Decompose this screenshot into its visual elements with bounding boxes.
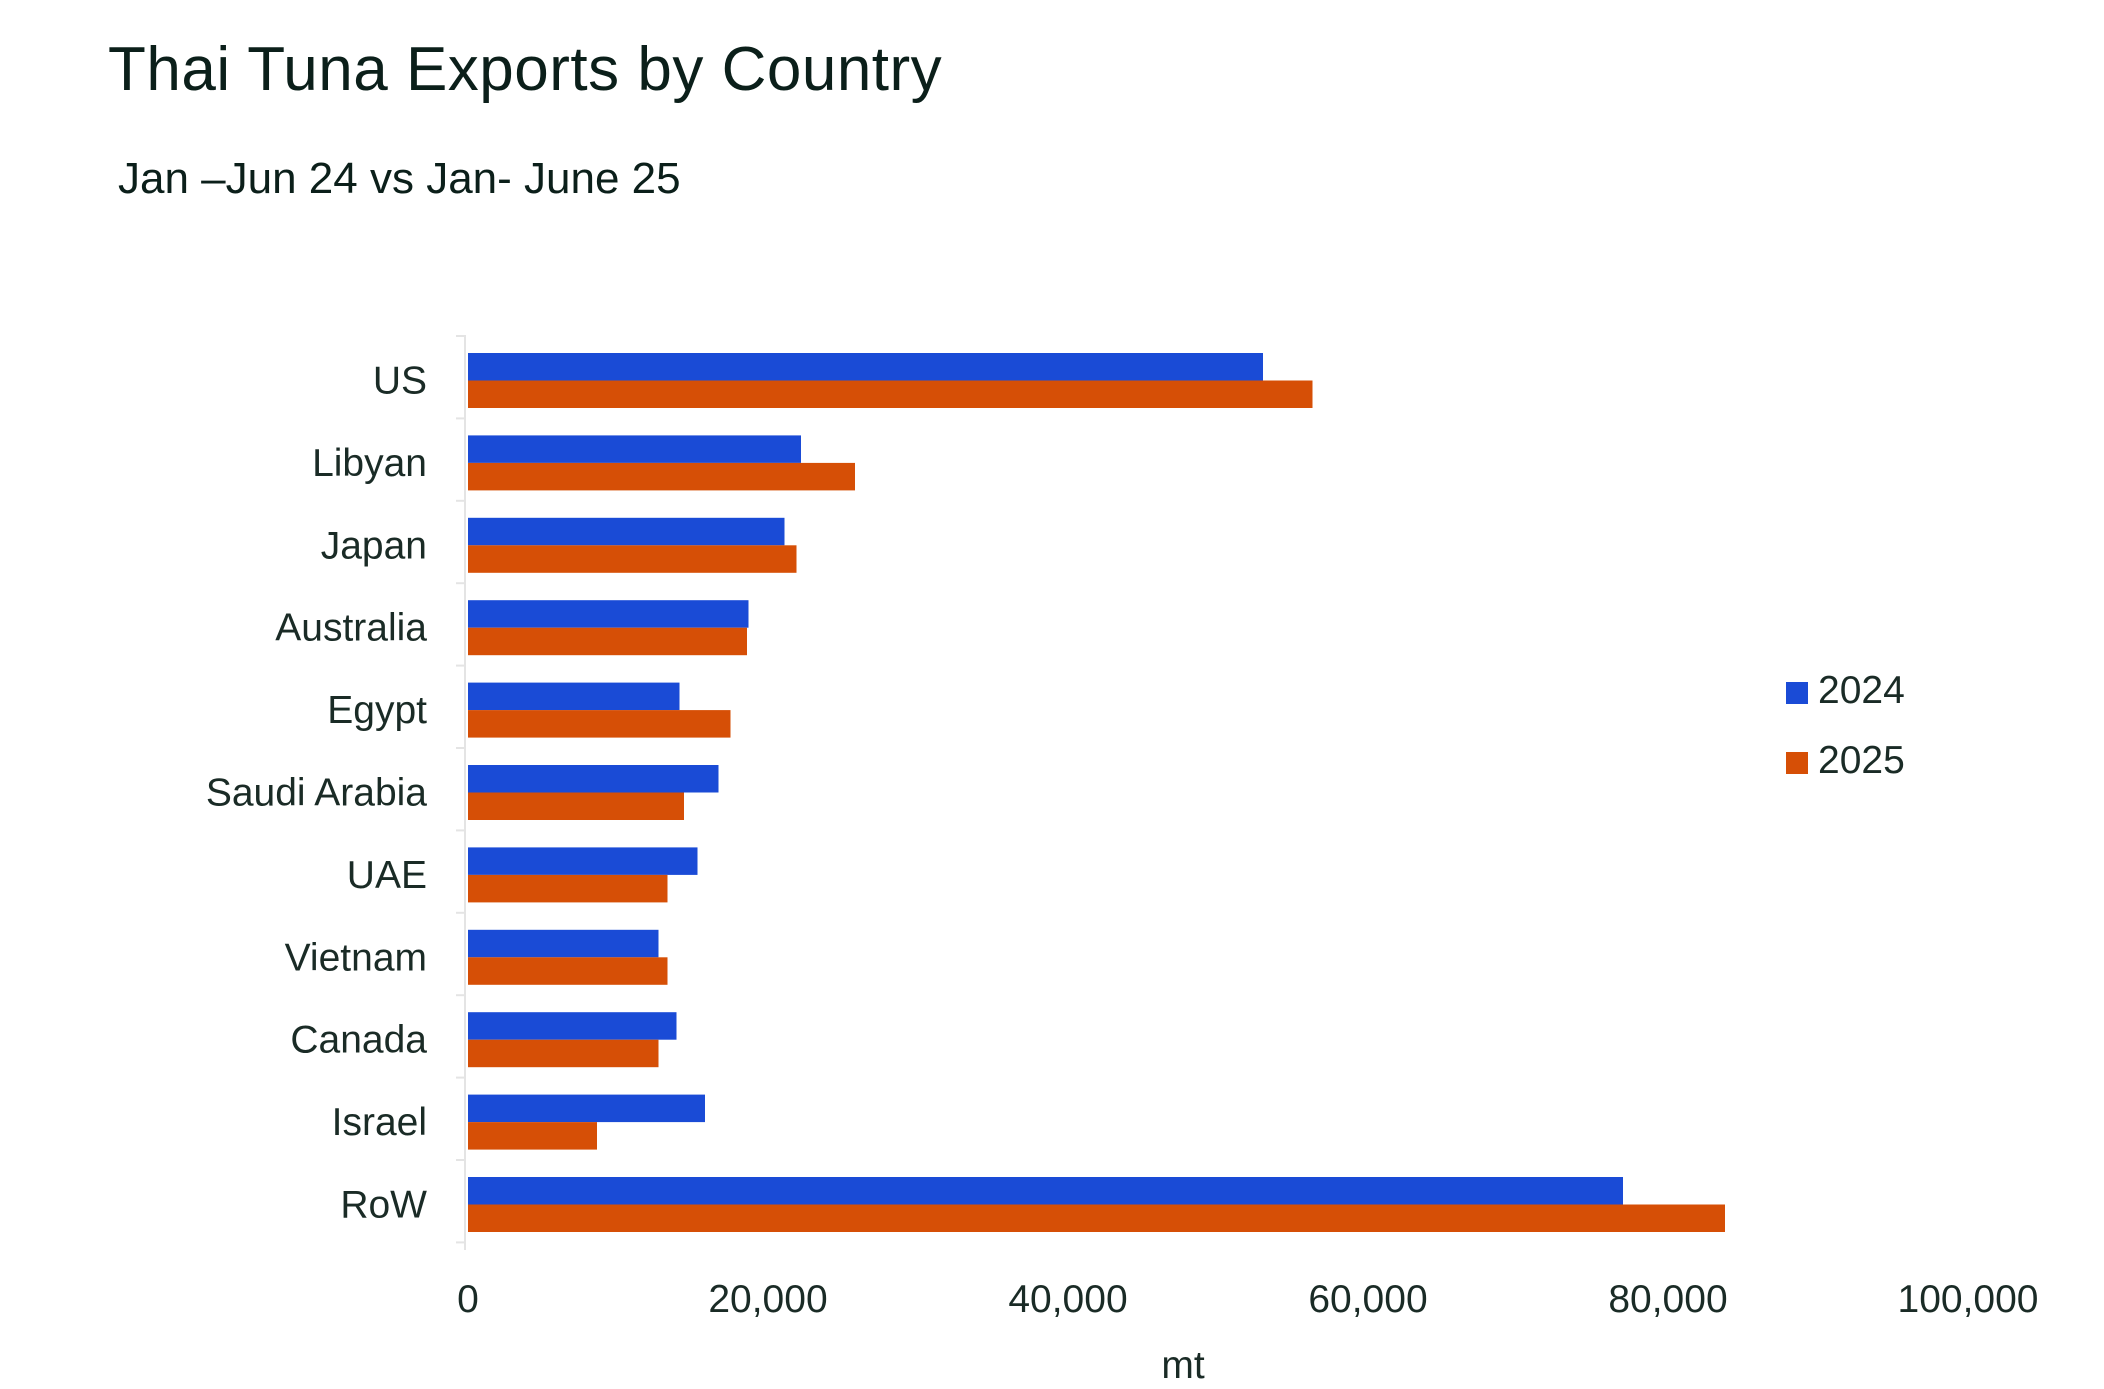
bar-saudi-arabia-2025 <box>468 792 684 820</box>
bar-australia-2024 <box>468 600 749 628</box>
x-tick-label: 20,000 <box>708 1278 827 1321</box>
x-tick-label: 100,000 <box>1898 1278 2039 1321</box>
x-tick-label: 0 <box>457 1278 479 1321</box>
category-label: Canada <box>290 1019 427 1062</box>
axis-group <box>456 335 466 1250</box>
category-label: US <box>373 360 427 403</box>
category-label: UAE <box>347 854 427 897</box>
bar-us-2024 <box>468 353 1263 381</box>
bar-canada-2025 <box>468 1039 659 1068</box>
bar-row-2024 <box>468 1177 1623 1205</box>
bar-saudi-arabia-2024 <box>468 765 719 793</box>
category-label: Saudi Arabia <box>206 772 427 815</box>
bar-vietnam-2024 <box>468 929 659 958</box>
bar-canada-2024 <box>468 1012 677 1040</box>
category-label: Vietnam <box>285 936 427 979</box>
bar-row-2025 <box>468 1204 1725 1232</box>
bar-vietnam-2025 <box>468 957 668 985</box>
legend-swatch-2024 <box>1786 682 1808 704</box>
category-label: Egypt <box>327 689 427 732</box>
bar-egypt-2025 <box>468 710 731 738</box>
category-label: Libyan <box>312 442 427 485</box>
legend-label: 2024 <box>1818 669 1905 712</box>
bar-libyan-2024 <box>468 435 801 463</box>
legend-label: 2025 <box>1818 739 1905 782</box>
bar-uae-2024 <box>468 847 698 875</box>
x-tick-label: 60,000 <box>1308 1278 1427 1321</box>
bar-israel-2024 <box>468 1094 705 1123</box>
chart-title: Thai Tuna Exports by Country <box>108 35 943 104</box>
category-labels: US Libyan Japan Australia Egypt Saudi Arabia U… <box>206 360 427 1227</box>
category-label: Australia <box>275 607 427 650</box>
bar-israel-2025 <box>468 1122 597 1150</box>
bar-egypt-2024 <box>468 682 680 711</box>
bar-australia-2025 <box>468 627 747 656</box>
bar-japan-2024 <box>468 517 785 546</box>
category-label: Israel <box>332 1101 427 1144</box>
legend-swatch-2025 <box>1786 752 1808 774</box>
x-tick-label: 80,000 <box>1608 1278 1727 1321</box>
bar-us-2025 <box>468 380 1313 408</box>
category-label: RoW <box>340 1184 427 1227</box>
tick-labels: 0 20,000 40,000 60,000 80,000 100,000 <box>457 1278 2038 1321</box>
bar-uae-2025 <box>468 874 668 903</box>
bar-japan-2025 <box>468 545 797 573</box>
chart-subtitle: Jan –Jun 24 vs Jan- June 25 <box>118 154 681 203</box>
x-tick-label: 40,000 <box>1008 1278 1127 1321</box>
legend: 2024 2025 <box>1786 669 1905 782</box>
category-label: Japan <box>321 524 427 567</box>
bars-group <box>468 353 1725 1232</box>
bar-libyan-2025 <box>468 462 855 491</box>
x-axis-label: mt <box>1161 1344 1204 1387</box>
